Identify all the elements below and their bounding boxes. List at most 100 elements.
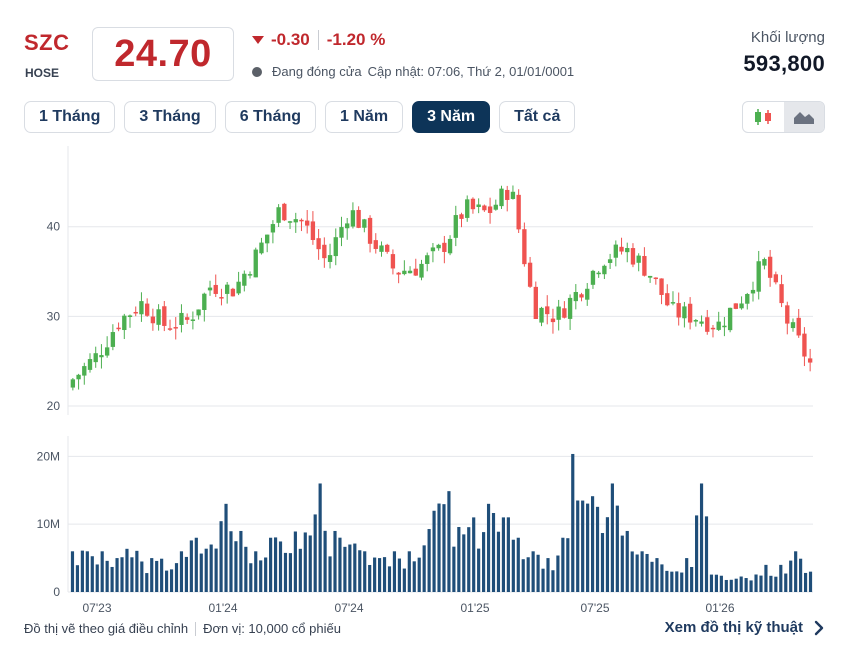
- candle-body: [533, 286, 538, 319]
- candle-body: [202, 293, 207, 310]
- volume-bar: [590, 496, 595, 592]
- candle-body: [339, 227, 344, 238]
- tab-6-months[interactable]: 6 Tháng: [224, 101, 317, 133]
- candle-body: [333, 237, 338, 257]
- volume-bar: [75, 565, 80, 592]
- market-status: Đang đóng cửa Cập nhật: 07:06, Thứ 2, 01…: [252, 64, 574, 79]
- volume-bar: [209, 544, 213, 592]
- tab-all[interactable]: Tất cả: [499, 101, 576, 133]
- candle-body: [630, 248, 636, 265]
- volume-bar: [754, 574, 758, 592]
- candle-body: [402, 270, 407, 275]
- volume-bar: [620, 535, 624, 592]
- candle-body: [476, 204, 481, 208]
- header: SZC HOSE 24.70 -0.30 -1.20 % Đang đóng c…: [0, 0, 847, 100]
- volume-bar: [714, 574, 718, 592]
- volume-bar: [799, 558, 803, 592]
- volume-value: 593,800: [743, 51, 825, 76]
- volume-bar: [179, 551, 184, 592]
- volume-bar: [704, 516, 709, 592]
- tab-3-months[interactable]: 3 Tháng: [124, 101, 216, 133]
- period-tabs: 1 Tháng 3 Tháng 6 Tháng 1 Năm 3 Năm Tất …: [24, 101, 576, 133]
- volume-bar: [729, 579, 733, 592]
- volume-bar: [803, 572, 808, 592]
- volume-bar: [536, 554, 540, 592]
- volume-bar: [482, 532, 486, 592]
- candle-body: [127, 315, 133, 318]
- candlestick-button[interactable]: [743, 102, 784, 132]
- x-tick-label: 01'24: [209, 601, 238, 615]
- tab-1-month[interactable]: 1 Tháng: [24, 101, 116, 133]
- volume-bar: [531, 551, 535, 592]
- candle-body: [590, 270, 596, 285]
- candle-body: [179, 312, 184, 325]
- volume-bar: [288, 553, 293, 592]
- volume-bar: [699, 483, 704, 592]
- candle-body: [459, 214, 464, 219]
- volume-bar: [467, 527, 471, 592]
- volume-bar: [199, 553, 203, 592]
- candle-body: [596, 272, 601, 275]
- volume-bar: [204, 548, 208, 592]
- volume-bar: [541, 568, 545, 592]
- volume-bar: [333, 530, 337, 592]
- volume-bar: [764, 564, 768, 592]
- volume-bar: [734, 578, 738, 592]
- unit-note: Đơn vị: 10,000 cổ phiếu: [203, 621, 341, 636]
- candle-body: [299, 219, 304, 222]
- tab-3-years[interactable]: 3 Năm: [412, 101, 491, 133]
- candle-body: [522, 229, 527, 265]
- volume-bar: [120, 557, 124, 592]
- candle-body: [585, 288, 590, 300]
- volume-bar: [784, 573, 788, 592]
- candle-body: [236, 281, 241, 294]
- volume-bar: [70, 551, 75, 592]
- candle-body: [276, 207, 281, 223]
- volume-tick-label: 0: [53, 585, 60, 599]
- candle-body: [76, 374, 81, 380]
- volume-bar: [472, 517, 476, 592]
- volume-bar: [462, 534, 466, 592]
- volume-bar: [348, 544, 352, 592]
- volume-bar: [368, 564, 372, 592]
- technical-chart-link[interactable]: Xem đồ thị kỹ thuật: [665, 619, 827, 636]
- candle-body: [767, 256, 773, 278]
- candle-body: [213, 284, 218, 294]
- volume-bar: [259, 560, 263, 592]
- volume-bar: [551, 570, 555, 592]
- candle-body: [367, 217, 373, 244]
- candle-body: [379, 245, 384, 252]
- candle-body: [350, 210, 356, 227]
- candle-body: [362, 219, 367, 228]
- candle-body: [676, 303, 681, 318]
- volume-tick-label: 20M: [37, 449, 60, 463]
- volume-bar: [224, 503, 228, 592]
- candle-body: [642, 256, 647, 276]
- volume-bar: [169, 569, 174, 592]
- tab-1-year[interactable]: 1 Năm: [325, 101, 404, 133]
- volume-bar: [635, 554, 639, 592]
- area-chart-icon: [793, 112, 814, 124]
- candle-body: [790, 322, 796, 329]
- candle-body: [807, 358, 813, 363]
- candle-body: [465, 199, 470, 218]
- candle-body: [167, 328, 173, 330]
- volume-bar: [486, 503, 491, 592]
- volume-bar: [447, 491, 451, 592]
- candle-body: [625, 248, 630, 253]
- candle-body: [682, 306, 687, 319]
- volume-bar: [278, 541, 283, 592]
- down-arrow-icon: [252, 36, 264, 44]
- volume-bar: [249, 563, 253, 592]
- volume-bar: [506, 517, 510, 592]
- volume-bar: [80, 550, 84, 592]
- volume-bar: [709, 574, 714, 592]
- volume-bar: [645, 553, 649, 592]
- volume-bar: [140, 561, 144, 592]
- volume-bar: [273, 537, 278, 592]
- area-chart-button[interactable]: [783, 102, 824, 132]
- candle-body: [253, 249, 258, 278]
- candle-body: [116, 327, 121, 330]
- volume-bar: [655, 558, 659, 592]
- change-divider: [317, 30, 319, 50]
